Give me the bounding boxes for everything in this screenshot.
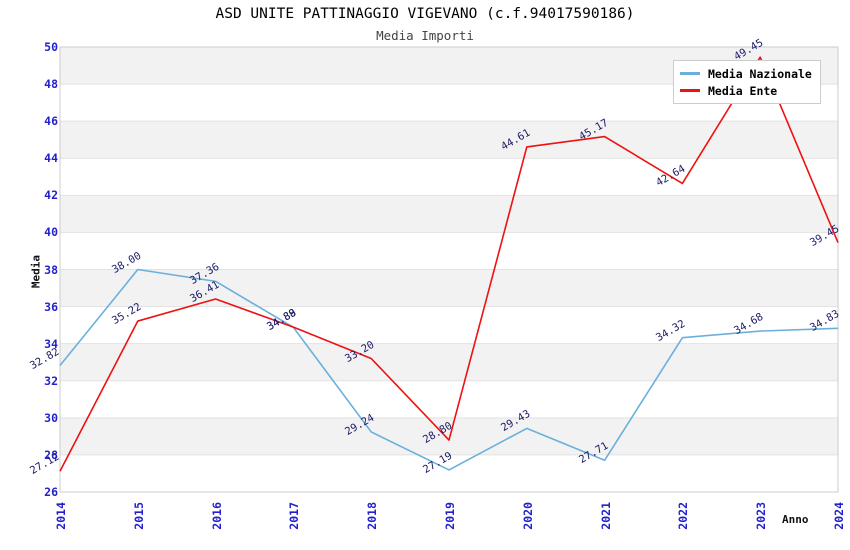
y-tick-label: 30 xyxy=(44,410,58,425)
y-tick-label: 36 xyxy=(44,299,58,314)
legend-swatch-media-ente xyxy=(680,89,700,92)
y-tick-label: 26 xyxy=(44,485,58,499)
legend-label-media-ente: Media Ente xyxy=(708,83,778,98)
chart-legend[interactable]: Media Nazionale Media Ente xyxy=(673,60,821,104)
y-tick-label: 44 xyxy=(44,151,58,166)
x-axis-title: Anno xyxy=(782,513,809,526)
legend-item-media-nazionale[interactable]: Media Nazionale xyxy=(680,65,812,82)
legend-swatch-media-nazionale xyxy=(680,72,700,75)
y-tick-label: 46 xyxy=(44,114,58,129)
y-tick-label: 34 xyxy=(44,336,58,351)
legend-item-media-ente[interactable]: Media Ente xyxy=(680,82,812,99)
y-tick-label: 32 xyxy=(44,373,58,388)
chart-subtitle: Media Importi xyxy=(376,28,474,43)
y-tick-label: 42 xyxy=(44,188,58,203)
y-tick-label: 40 xyxy=(44,225,58,240)
legend-label-media-nazionale: Media Nazionale xyxy=(708,66,812,81)
y-tick-label: 50 xyxy=(44,40,58,54)
chart-title: ASD UNITE PATTINAGGIO VIGEVANO (c.f.9401… xyxy=(215,6,635,22)
y-tick-label: 38 xyxy=(44,262,58,277)
y-axis-ticks: 26 28 30 32 34 36 38 40 42 44 46 48 50 xyxy=(0,0,58,550)
y-tick-label: 48 xyxy=(44,77,58,92)
y-tick-label: 28 xyxy=(44,447,58,462)
